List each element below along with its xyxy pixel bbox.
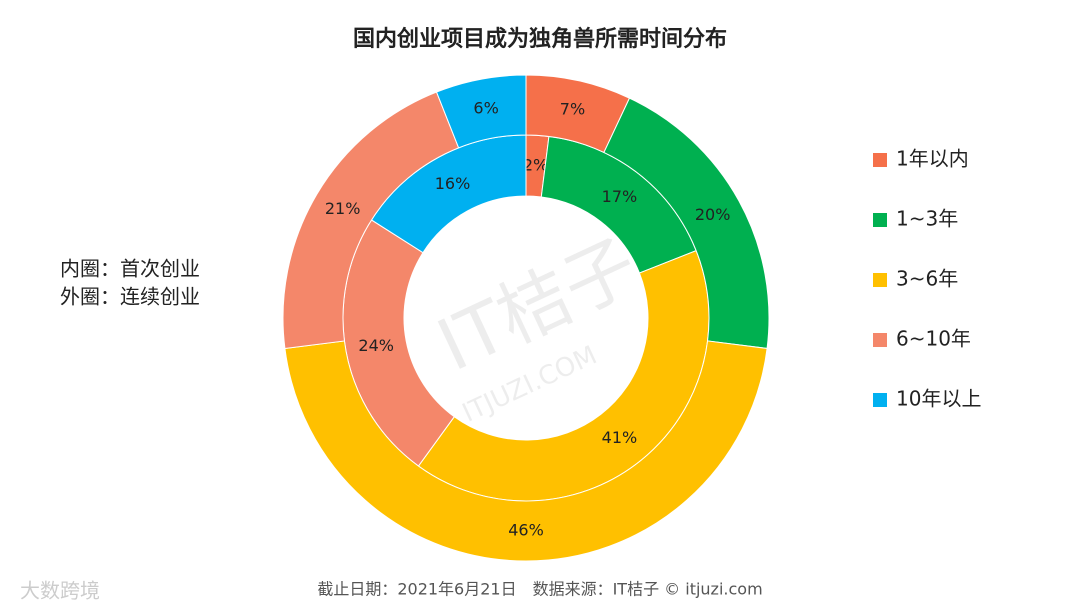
data-label: 7% — [560, 100, 585, 119]
data-label: 17% — [602, 187, 638, 206]
legend-swatch — [873, 213, 887, 227]
legend-swatch — [873, 153, 887, 167]
legend-label: 3~6年 — [896, 267, 958, 291]
rings: 2% 17% 41% 24% 16% 7% 20% 46% 21% 6% — [282, 74, 770, 562]
donut-segment — [284, 340, 768, 562]
legend-label: 1年以内 — [896, 147, 969, 171]
donut-segment — [435, 74, 527, 149]
logo: 大数跨境 — [20, 579, 100, 603]
data-label: 24% — [358, 336, 394, 355]
data-label: 46% — [508, 521, 544, 540]
chart-title: 国内创业项目成为独角兽所需时间分布 — [353, 26, 727, 52]
ring-note: 外圈：连续创业 — [60, 285, 200, 309]
legend-swatch — [873, 333, 887, 347]
legend-label: 1~3年 — [896, 207, 958, 231]
data-label: 41% — [602, 428, 638, 447]
data-label: 21% — [325, 199, 361, 218]
watermark: IT桔子 — [425, 223, 650, 388]
legend-label: 6~10年 — [896, 327, 971, 351]
source-note: 截止日期：2021年6月21日 数据来源：IT桔子 © itjuzi.com — [317, 580, 762, 599]
data-label: 2% — [523, 155, 548, 174]
legend-swatch — [873, 393, 887, 407]
data-label: 16% — [435, 174, 471, 193]
data-label: 20% — [695, 205, 731, 224]
legend-swatch — [873, 273, 887, 287]
legend-label: 10年以上 — [896, 387, 981, 411]
data-label: 6% — [473, 98, 498, 117]
ring-note: 内圈：首次创业 — [60, 257, 200, 281]
